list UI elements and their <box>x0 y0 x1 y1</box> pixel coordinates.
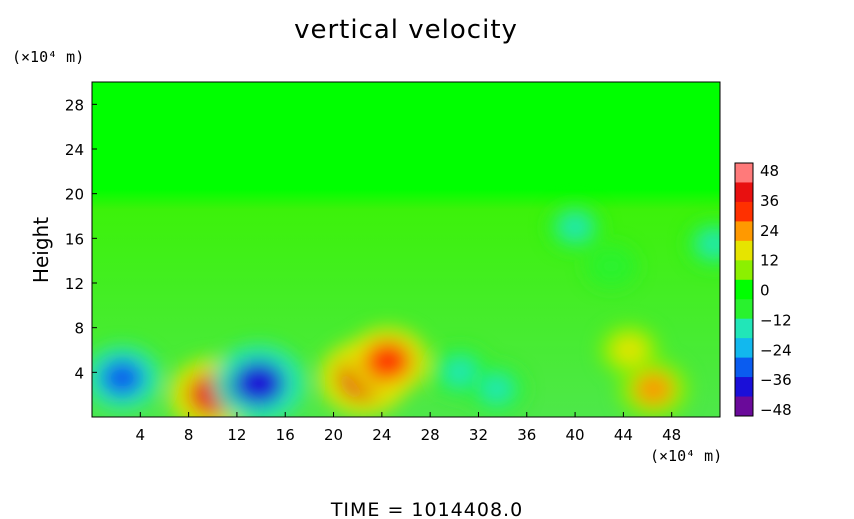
colorbar-segment <box>735 299 753 320</box>
x-tick-label: 8 <box>184 426 194 444</box>
x-tick-label: 40 <box>566 426 585 444</box>
plot-area <box>92 82 720 417</box>
colorbar-tick-label: −12 <box>760 311 792 329</box>
velocity-feature <box>698 230 720 257</box>
velocity-feature <box>633 372 674 407</box>
y-tick-label: 8 <box>74 320 84 338</box>
x-axis-unit: (×10⁴ m) <box>650 447 722 465</box>
chart-title: vertical velocity <box>294 15 518 45</box>
colorbar-tick-label: −24 <box>760 341 792 359</box>
y-axis-unit: (×10⁴ m) <box>12 48 84 66</box>
colorbar-tick-label: −48 <box>760 401 792 419</box>
colorbar-segment <box>735 163 753 183</box>
colorbar-segment <box>735 201 753 222</box>
colorbar-tick-label: 36 <box>760 192 779 210</box>
velocity-feature <box>364 341 411 381</box>
colorbar-segment <box>735 396 753 417</box>
x-axis: 4 8 12 16 20 24 28 32 36 40 44 48 <box>136 412 681 444</box>
y-tick-label: 20 <box>65 186 84 204</box>
plot-frame <box>91 81 721 418</box>
colorbar-tick-label: 48 <box>760 162 779 180</box>
colorbar-segment <box>735 377 753 398</box>
colorbar-segment <box>735 318 753 339</box>
colorbar: 48 36 24 12 0 −12 −24 −36 −48 <box>734 162 792 419</box>
x-tick-label: 16 <box>276 426 295 444</box>
velocity-feature <box>100 359 144 397</box>
x-tick-label: 44 <box>614 426 633 444</box>
y-tick-label: 16 <box>65 230 84 248</box>
colorbar-tick-label: 24 <box>760 222 779 240</box>
x-tick-label: 4 <box>136 426 146 444</box>
velocity-feature <box>612 335 647 365</box>
colorbar-tick-label: −36 <box>760 371 792 389</box>
x-tick-label: 20 <box>324 426 343 444</box>
colorbar-segment <box>735 260 753 281</box>
colorbar-segment <box>735 240 753 261</box>
velocity-feature <box>232 361 285 406</box>
colorbar-segment <box>735 357 753 378</box>
x-tick-label: 32 <box>469 426 488 444</box>
time-footer: TIME = 1014408.0 <box>330 499 523 519</box>
y-tick-label: 4 <box>74 364 84 382</box>
colorbar-segment <box>735 338 753 359</box>
velocity-feature <box>559 214 591 241</box>
colorbar-segment <box>735 221 753 242</box>
x-tick-label: 28 <box>421 426 440 444</box>
x-tick-label: 12 <box>227 426 246 444</box>
colorbar-segment <box>735 279 753 300</box>
x-tick-label: 48 <box>662 426 681 444</box>
colorbar-tick-label: 0 <box>760 282 770 300</box>
x-tick-label: 36 <box>517 426 536 444</box>
y-axis-label: Height <box>29 217 53 283</box>
y-tick-label: 28 <box>65 96 84 114</box>
colorbar-tick-label: 12 <box>760 252 779 270</box>
velocity-feature <box>480 375 513 403</box>
velocity-feature <box>596 253 626 279</box>
colorbar-frame <box>734 162 754 417</box>
velocity-feature <box>443 357 478 387</box>
y-tick-label: 12 <box>65 275 84 293</box>
colorbar-segment <box>735 182 753 203</box>
velocity-field <box>92 204 720 417</box>
x-tick-label: 24 <box>372 426 391 444</box>
y-tick-label: 24 <box>65 141 84 159</box>
y-axis: 4 8 12 16 20 24 28 <box>65 96 97 382</box>
